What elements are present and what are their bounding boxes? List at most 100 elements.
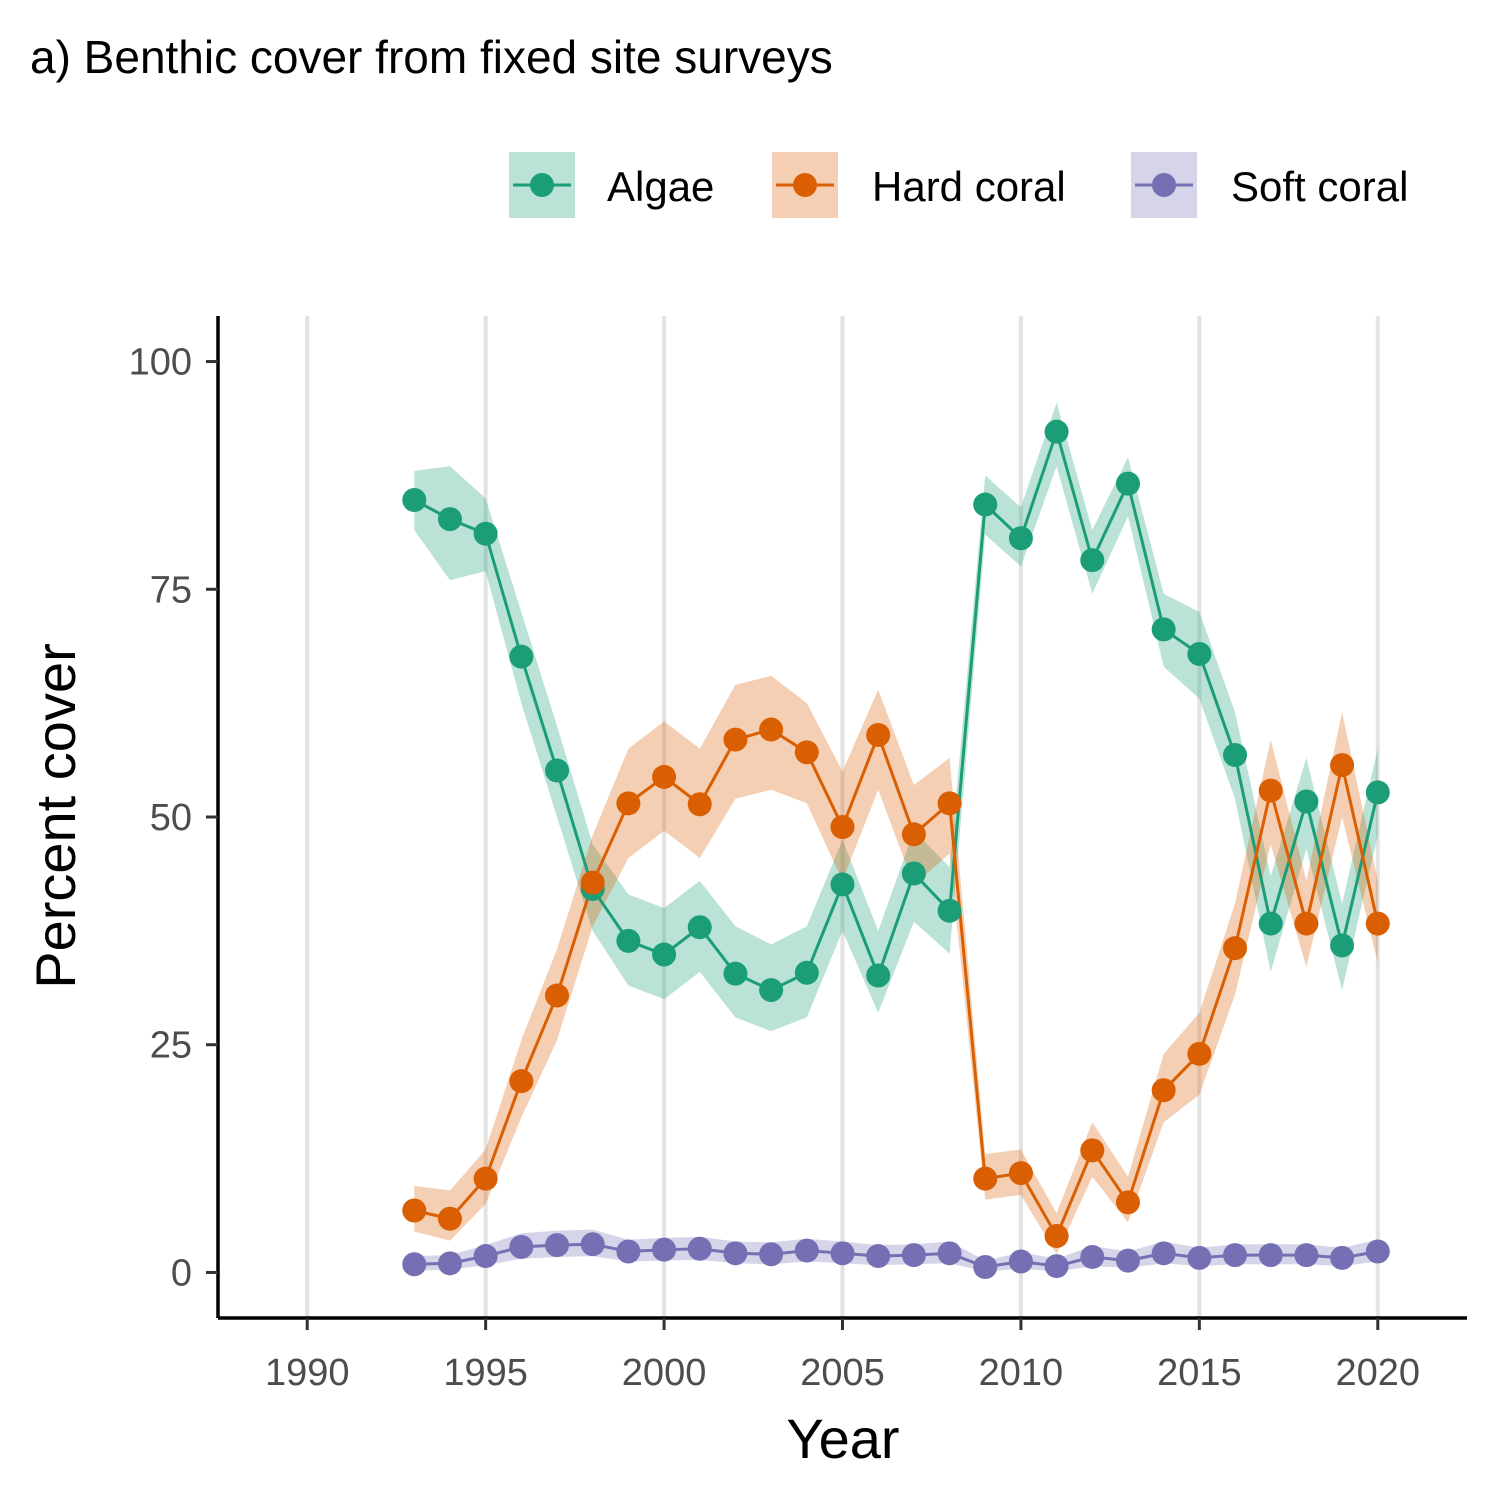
point-soft-coral-1998 bbox=[580, 1232, 605, 1257]
point-algae-2011 bbox=[1044, 419, 1069, 444]
point-hard-coral-2014 bbox=[1151, 1078, 1176, 1103]
gridlines bbox=[305, 316, 1380, 1318]
point-hard-coral-1995 bbox=[473, 1166, 498, 1191]
legend-point-soft-coral bbox=[1152, 173, 1176, 197]
point-soft-coral-2012 bbox=[1080, 1244, 1105, 1269]
point-algae-2016 bbox=[1223, 743, 1248, 768]
point-algae-2012 bbox=[1080, 548, 1105, 573]
point-algae-1997 bbox=[545, 758, 570, 783]
y-tick-label-25: 25 bbox=[150, 1025, 192, 1067]
point-hard-coral-1994 bbox=[437, 1206, 462, 1231]
point-algae-2007 bbox=[901, 861, 926, 886]
point-algae-2014 bbox=[1151, 617, 1176, 642]
point-soft-coral-2007 bbox=[901, 1243, 926, 1268]
point-soft-coral-2017 bbox=[1258, 1243, 1283, 1268]
point-hard-coral-2001 bbox=[687, 792, 712, 817]
point-soft-coral-2015 bbox=[1187, 1245, 1212, 1270]
point-hard-coral-2000 bbox=[652, 764, 677, 789]
plot-area bbox=[305, 316, 1390, 1318]
point-algae-2020 bbox=[1365, 780, 1390, 805]
y-axis-ticks: 0 25 50 75 100 bbox=[129, 342, 218, 1294]
point-hard-coral-1993 bbox=[402, 1198, 427, 1223]
point-hard-coral-2011 bbox=[1044, 1224, 1069, 1249]
point-hard-coral-2015 bbox=[1187, 1041, 1212, 1066]
point-soft-coral-2005 bbox=[830, 1241, 855, 1266]
line-soft-coral bbox=[414, 1242, 1379, 1269]
point-soft-coral-1993 bbox=[402, 1252, 427, 1277]
point-algae-1993 bbox=[402, 488, 427, 513]
point-hard-coral-2018 bbox=[1294, 911, 1319, 936]
legend-label-soft-coral: Soft coral bbox=[1231, 163, 1408, 210]
point-hard-coral-2017 bbox=[1258, 778, 1283, 803]
point-hard-coral-2002 bbox=[723, 727, 748, 752]
x-tick-label-1990: 1990 bbox=[265, 1352, 350, 1394]
point-algae-2010 bbox=[1008, 526, 1033, 551]
point-soft-coral-1995 bbox=[473, 1244, 498, 1269]
x-tick-label-2020: 2020 bbox=[1336, 1352, 1421, 1394]
chart-title: a) Benthic cover from fixed site surveys bbox=[30, 31, 833, 83]
point-hard-coral-2008 bbox=[937, 791, 962, 816]
ribbon-algae bbox=[414, 402, 1378, 1032]
legend-point-hard-coral bbox=[793, 173, 817, 197]
point-hard-coral-2010 bbox=[1008, 1161, 1033, 1186]
y-tick-label-100: 100 bbox=[129, 342, 192, 384]
point-soft-coral-2019 bbox=[1330, 1245, 1355, 1270]
point-soft-coral-2014 bbox=[1151, 1241, 1176, 1266]
point-algae-2015 bbox=[1187, 641, 1212, 666]
y-tick-label-0: 0 bbox=[171, 1252, 192, 1294]
point-hard-coral-2009 bbox=[973, 1166, 998, 1191]
point-algae-1996 bbox=[509, 644, 534, 669]
point-algae-2001 bbox=[687, 915, 712, 940]
point-algae-2017 bbox=[1258, 911, 1283, 936]
point-hard-coral-2007 bbox=[901, 822, 926, 847]
point-algae-2005 bbox=[830, 872, 855, 897]
x-tick-label-2005: 2005 bbox=[800, 1352, 885, 1394]
legend: Algae Hard coral Soft coral bbox=[509, 152, 1408, 218]
axes: 0 25 50 75 100 1990 1995 2000 2005 2010 2015 2020 bbox=[129, 316, 1467, 1394]
point-hard-coral-1998 bbox=[580, 870, 605, 895]
point-soft-coral-2006 bbox=[866, 1244, 891, 1269]
point-soft-coral-2008 bbox=[937, 1241, 962, 1266]
point-hard-coral-1999 bbox=[616, 791, 641, 816]
y-tick-label-50: 50 bbox=[150, 797, 192, 839]
point-algae-2002 bbox=[723, 961, 748, 986]
point-algae-2013 bbox=[1115, 471, 1140, 496]
point-soft-coral-2018 bbox=[1294, 1243, 1319, 1268]
point-algae-2000 bbox=[652, 942, 677, 967]
point-hard-coral-2003 bbox=[759, 717, 784, 742]
line-hard-coral bbox=[413, 727, 1380, 1240]
legend-label-hard-coral: Hard coral bbox=[872, 163, 1066, 210]
point-soft-coral-2002 bbox=[723, 1241, 748, 1266]
point-soft-coral-2016 bbox=[1223, 1243, 1248, 1268]
point-soft-coral-2020 bbox=[1365, 1239, 1390, 1264]
point-soft-coral-2000 bbox=[652, 1237, 677, 1262]
x-tick-label-2015: 2015 bbox=[1157, 1352, 1242, 1394]
point-algae-2003 bbox=[759, 978, 784, 1003]
point-algae-1999 bbox=[616, 928, 641, 953]
y-tick-label-75: 75 bbox=[150, 569, 192, 611]
point-algae-1995 bbox=[473, 521, 498, 546]
point-soft-coral-2004 bbox=[794, 1238, 819, 1263]
point-hard-coral-2004 bbox=[794, 740, 819, 765]
point-algae-2019 bbox=[1330, 933, 1355, 958]
point-hard-coral-2013 bbox=[1115, 1190, 1140, 1215]
point-soft-coral-2009 bbox=[973, 1254, 998, 1279]
legend-point-algae bbox=[530, 173, 554, 197]
point-soft-coral-1994 bbox=[437, 1251, 462, 1276]
point-hard-coral-2006 bbox=[866, 723, 891, 748]
point-hard-coral-2019 bbox=[1330, 753, 1355, 778]
point-algae-2018 bbox=[1294, 789, 1319, 814]
point-soft-coral-1999 bbox=[616, 1239, 641, 1264]
point-algae-2008 bbox=[937, 898, 962, 923]
y-axis-title: Percent cover bbox=[24, 643, 87, 989]
point-hard-coral-2020 bbox=[1365, 911, 1390, 936]
point-algae-2006 bbox=[866, 963, 891, 988]
legend-label-algae: Algae bbox=[607, 163, 714, 210]
series-points bbox=[402, 419, 1390, 1279]
x-tick-label-2010: 2010 bbox=[979, 1352, 1064, 1394]
x-tick-label-1995: 1995 bbox=[443, 1352, 528, 1394]
point-soft-coral-2013 bbox=[1115, 1248, 1140, 1273]
point-hard-coral-2012 bbox=[1080, 1138, 1105, 1163]
